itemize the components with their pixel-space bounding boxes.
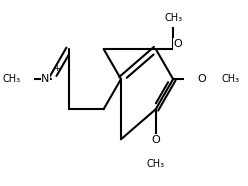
Text: CH₃: CH₃ [164, 14, 182, 23]
Text: CH₃: CH₃ [222, 74, 240, 84]
Text: N: N [41, 74, 50, 84]
Text: O: O [151, 135, 160, 145]
Text: CH₃: CH₃ [2, 74, 20, 84]
Text: CH₃: CH₃ [147, 159, 165, 169]
Text: O: O [173, 39, 182, 49]
Text: +: + [53, 64, 60, 73]
Text: O: O [197, 74, 206, 84]
